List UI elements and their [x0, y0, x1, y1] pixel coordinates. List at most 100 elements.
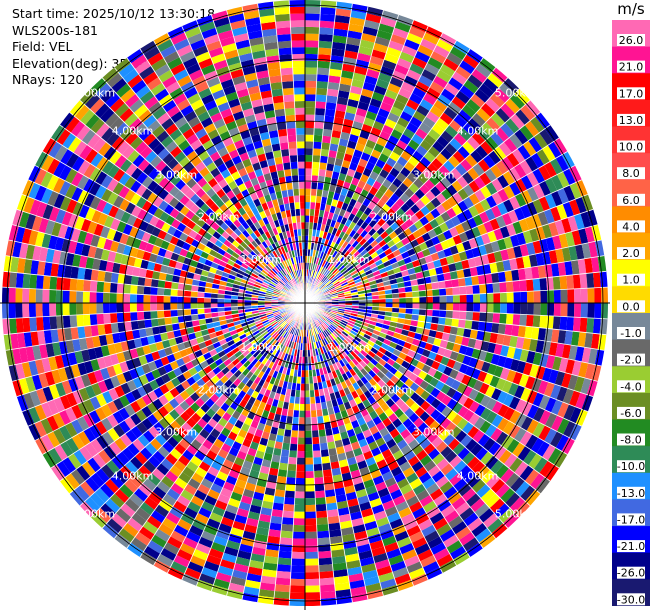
- velocity-gate: [358, 299, 366, 303]
- velocity-gate: [384, 541, 400, 553]
- velocity-gate: [349, 17, 366, 27]
- velocity-gate: [377, 379, 386, 389]
- velocity-gate: [320, 323, 327, 331]
- velocity-gate: [443, 534, 460, 548]
- velocity-gate: [411, 285, 419, 292]
- velocity-gate: [329, 61, 343, 71]
- velocity-gate: [290, 430, 299, 438]
- velocity-gate: [332, 235, 339, 244]
- velocity-gate: [418, 75, 433, 88]
- velocity-gate: [315, 195, 322, 204]
- velocity-gate: [474, 339, 483, 351]
- velocity-gate: [364, 381, 373, 391]
- velocity-gate: [359, 130, 371, 140]
- velocity-gate: [349, 368, 357, 377]
- velocity-gate: [389, 151, 401, 162]
- velocity-gate: [430, 387, 441, 398]
- velocity-gate: [297, 437, 305, 445]
- velocity-gate: [525, 489, 541, 506]
- velocity-gate: [453, 40, 471, 55]
- velocity-gate: [443, 247, 453, 258]
- velocity-gate: [317, 318, 324, 324]
- velocity-gate: [423, 443, 436, 455]
- velocity-gate: [338, 238, 346, 247]
- velocity-gate: [315, 341, 320, 349]
- velocity-gate: [519, 125, 534, 141]
- velocity-gate: [490, 427, 503, 442]
- velocity-gate: [366, 236, 376, 245]
- velocity-gate: [579, 273, 588, 289]
- velocity-gate: [446, 358, 456, 369]
- velocity-gate: [455, 430, 468, 443]
- velocity-gate: [372, 222, 382, 232]
- velocity-gate: [338, 367, 346, 375]
- velocity-gate: [392, 100, 406, 112]
- velocity-gate: [520, 387, 532, 402]
- velocity-gate: [426, 482, 440, 495]
- velocity-gate: [305, 161, 313, 169]
- velocity-gate: [317, 250, 322, 259]
- velocity-gate: [349, 283, 357, 289]
- velocity-gate: [446, 196, 458, 208]
- velocity-gate: [477, 223, 488, 236]
- velocity-gate: [338, 246, 345, 254]
- velocity-gate: [450, 167, 462, 181]
- velocity-gate: [509, 181, 521, 197]
- velocity-gate: [463, 328, 472, 338]
- velocity-gate: [490, 205, 502, 219]
- velocity-gate: [552, 316, 561, 330]
- velocity-gate: [584, 363, 595, 380]
- velocity-gate: [341, 319, 349, 325]
- velocity-gate: [433, 45, 450, 59]
- velocity-gate: [326, 197, 333, 206]
- velocity-gate: [384, 289, 393, 295]
- velocity-gate: [332, 331, 339, 339]
- velocity-gate: [347, 30, 363, 40]
- velocity-gate: [398, 287, 406, 294]
- velocity-gate: [515, 109, 531, 126]
- velocity-gate: [485, 474, 501, 489]
- velocity-gate: [286, 470, 297, 478]
- velocity-gate: [327, 316, 335, 322]
- velocity-gate: [314, 327, 319, 335]
- velocity-gate: [458, 250, 468, 262]
- velocity-gate: [317, 60, 331, 69]
- velocity-gate: [411, 460, 424, 473]
- velocity-gate: [415, 81, 430, 94]
- velocity-gate: [83, 279, 91, 292]
- velocity-gate: [55, 303, 63, 317]
- velocity-gate: [480, 407, 492, 421]
- velocity-gate: [2, 318, 11, 335]
- velocity-gate: [313, 141, 322, 149]
- velocity-gate: [532, 407, 545, 423]
- velocity-gate: [451, 71, 468, 86]
- velocity-gate: [561, 372, 572, 389]
- velocity-gate: [317, 54, 332, 62]
- velocity-gate: [321, 245, 327, 253]
- velocity-gate: [421, 248, 431, 258]
- velocity-gate: [331, 348, 339, 356]
- velocity-gate: [305, 40, 319, 48]
- velocity-gate: [415, 161, 427, 173]
- velocity-gate: [489, 92, 505, 108]
- velocity-gate: [485, 117, 501, 132]
- velocity-gate: [376, 458, 388, 470]
- velocity-gate: [545, 236, 556, 252]
- velocity-gate: [433, 547, 450, 561]
- velocity-gate: [506, 292, 514, 303]
- velocity-gate: [465, 248, 475, 260]
- velocity-gate: [473, 176, 486, 190]
- velocity-gate: [372, 475, 385, 486]
- velocity-gate: [360, 152, 371, 162]
- velocity-gate: [157, 287, 165, 296]
- velocity-gate: [468, 205, 479, 218]
- velocity-gate: [490, 459, 504, 475]
- velocity-gate: [364, 224, 373, 233]
- velocity-gate: [384, 505, 399, 517]
- velocity-gate: [343, 313, 351, 318]
- velocity-gate: [110, 322, 119, 334]
- velocity-gate: [455, 90, 471, 105]
- velocity-gate: [568, 165, 582, 183]
- velocity-gate: [556, 386, 568, 402]
- velocity-gate: [370, 239, 379, 248]
